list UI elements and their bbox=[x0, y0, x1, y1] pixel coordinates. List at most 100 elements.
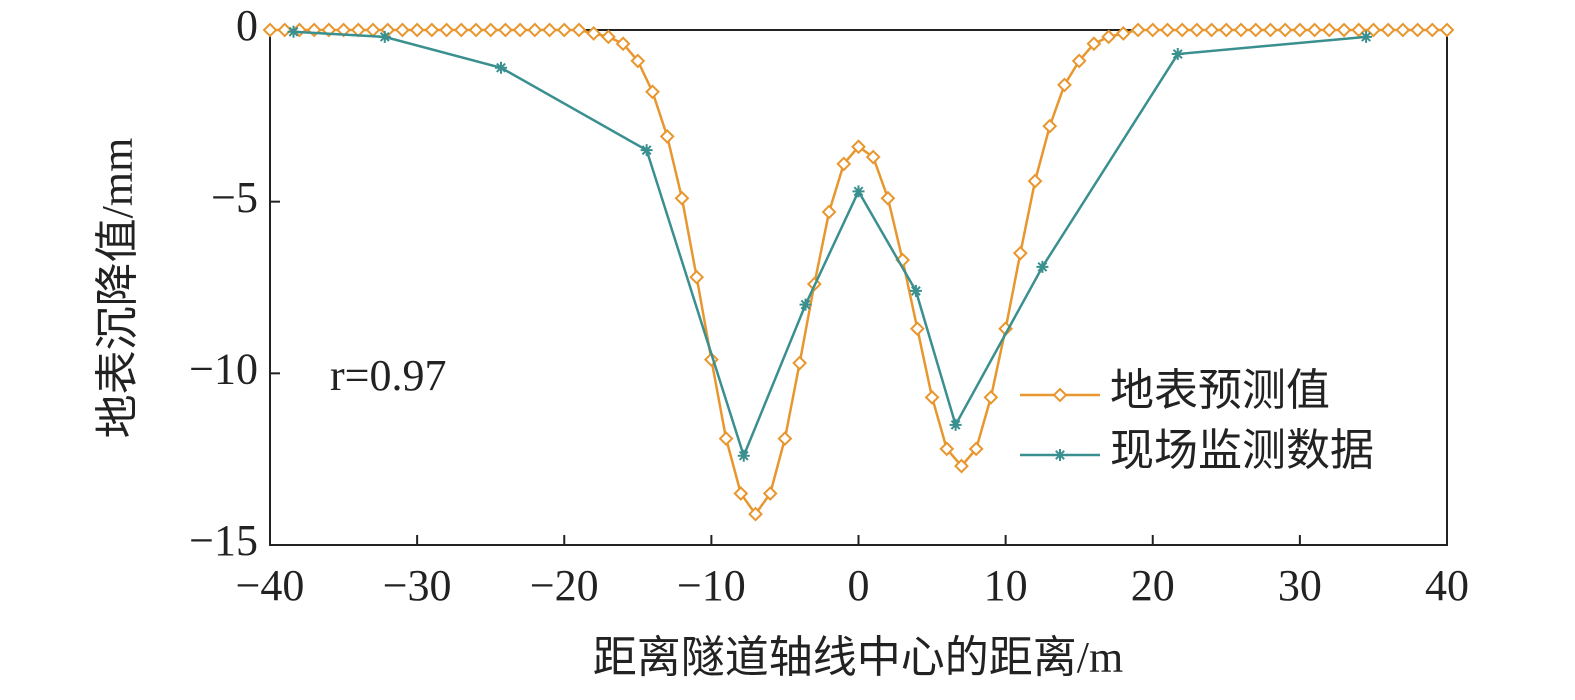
data-point bbox=[630, 53, 646, 69]
data-point bbox=[394, 22, 410, 38]
data-point bbox=[909, 284, 922, 297]
data-point bbox=[378, 30, 391, 43]
data-point bbox=[1160, 22, 1175, 38]
data-point bbox=[365, 22, 381, 38]
y-axis-label: 地表沉降值/mm bbox=[93, 138, 142, 439]
data-point bbox=[1395, 22, 1411, 38]
data-point bbox=[468, 22, 484, 38]
data-point bbox=[792, 355, 808, 371]
data-point bbox=[1101, 29, 1117, 45]
data-point bbox=[483, 22, 499, 38]
data-point bbox=[512, 22, 528, 38]
data-point bbox=[262, 22, 278, 38]
data-point bbox=[1233, 22, 1249, 38]
data-point bbox=[821, 204, 837, 220]
data-point bbox=[880, 190, 896, 206]
data-point bbox=[1277, 22, 1293, 38]
data-point bbox=[1360, 30, 1373, 43]
data-point bbox=[439, 22, 454, 38]
y-tick-label: 0 bbox=[236, 1, 258, 50]
data-point bbox=[645, 84, 660, 100]
x-tick-label: 20 bbox=[1131, 561, 1175, 610]
data-point bbox=[1410, 22, 1425, 38]
data-point bbox=[852, 185, 865, 198]
legend-label: 现场监测数据 bbox=[1110, 426, 1374, 475]
data-point bbox=[571, 22, 587, 38]
data-point bbox=[277, 22, 293, 38]
data-point bbox=[954, 458, 969, 474]
x-tick-label: 0 bbox=[848, 561, 870, 610]
data-point bbox=[733, 486, 749, 501]
data-point bbox=[1321, 22, 1337, 38]
data-point bbox=[1189, 22, 1205, 38]
data-point bbox=[336, 22, 351, 38]
legend-marker bbox=[1054, 449, 1066, 461]
data-point bbox=[1012, 245, 1028, 261]
data-point bbox=[424, 22, 440, 38]
data-point bbox=[1218, 22, 1234, 38]
data-point bbox=[777, 431, 793, 446]
data-point bbox=[762, 486, 778, 501]
data-point bbox=[851, 139, 866, 155]
x-tick-label: 10 bbox=[984, 561, 1028, 610]
data-point bbox=[689, 269, 705, 285]
data-point bbox=[865, 149, 881, 165]
data-point bbox=[409, 22, 425, 38]
data-point bbox=[556, 22, 572, 38]
data-point bbox=[674, 190, 690, 206]
series-line bbox=[293, 30, 1367, 460]
x-tick-label: −30 bbox=[383, 561, 452, 610]
data-point bbox=[1380, 22, 1396, 38]
data-point bbox=[640, 144, 653, 157]
data-point bbox=[1263, 22, 1278, 38]
y-tick-label: −10 bbox=[189, 344, 258, 393]
data-point bbox=[836, 156, 852, 172]
x-tick-label: −40 bbox=[236, 561, 305, 610]
x-axis-label: 距离隧道轴线中心的距离/m bbox=[593, 633, 1123, 682]
data-point bbox=[494, 61, 507, 74]
data-point bbox=[909, 321, 925, 337]
legend-label: 地表预测值 bbox=[1110, 366, 1330, 415]
data-point bbox=[1115, 26, 1131, 41]
data-point bbox=[586, 26, 602, 41]
data-point bbox=[1292, 22, 1308, 38]
x-tick-label: −10 bbox=[677, 561, 746, 610]
data-point bbox=[748, 506, 763, 522]
data-point bbox=[287, 25, 300, 38]
data-point bbox=[924, 389, 940, 405]
data-point bbox=[1336, 22, 1352, 38]
data-point bbox=[1439, 22, 1455, 38]
legend-marker bbox=[1052, 387, 1068, 403]
x-tick-label: 40 bbox=[1425, 561, 1469, 610]
data-point bbox=[1204, 22, 1220, 38]
data-point bbox=[1042, 118, 1058, 134]
data-point bbox=[1307, 22, 1323, 38]
data-point bbox=[1248, 22, 1264, 38]
data-point bbox=[737, 449, 750, 462]
data-point bbox=[542, 22, 557, 38]
data-point bbox=[949, 418, 962, 431]
data-point bbox=[983, 389, 999, 405]
data-point bbox=[1071, 53, 1087, 69]
data-point bbox=[1057, 77, 1072, 93]
data-point bbox=[1027, 173, 1043, 189]
data-point bbox=[939, 441, 955, 457]
data-point bbox=[497, 22, 513, 38]
data-point bbox=[718, 431, 734, 446]
data-point bbox=[1171, 48, 1184, 61]
data-point bbox=[1174, 22, 1190, 38]
y-tick-label: −15 bbox=[189, 516, 258, 565]
data-point bbox=[615, 36, 631, 52]
data-point bbox=[600, 29, 616, 45]
data-point bbox=[1424, 22, 1440, 38]
data-point bbox=[799, 298, 812, 311]
data-point bbox=[968, 441, 984, 457]
data-point bbox=[1036, 260, 1049, 273]
x-tick-label: 30 bbox=[1278, 561, 1322, 610]
data-point bbox=[659, 129, 675, 144]
data-point bbox=[453, 22, 469, 38]
data-point bbox=[1145, 22, 1161, 38]
data-point bbox=[1130, 22, 1146, 38]
y-tick-label: −5 bbox=[211, 173, 258, 222]
